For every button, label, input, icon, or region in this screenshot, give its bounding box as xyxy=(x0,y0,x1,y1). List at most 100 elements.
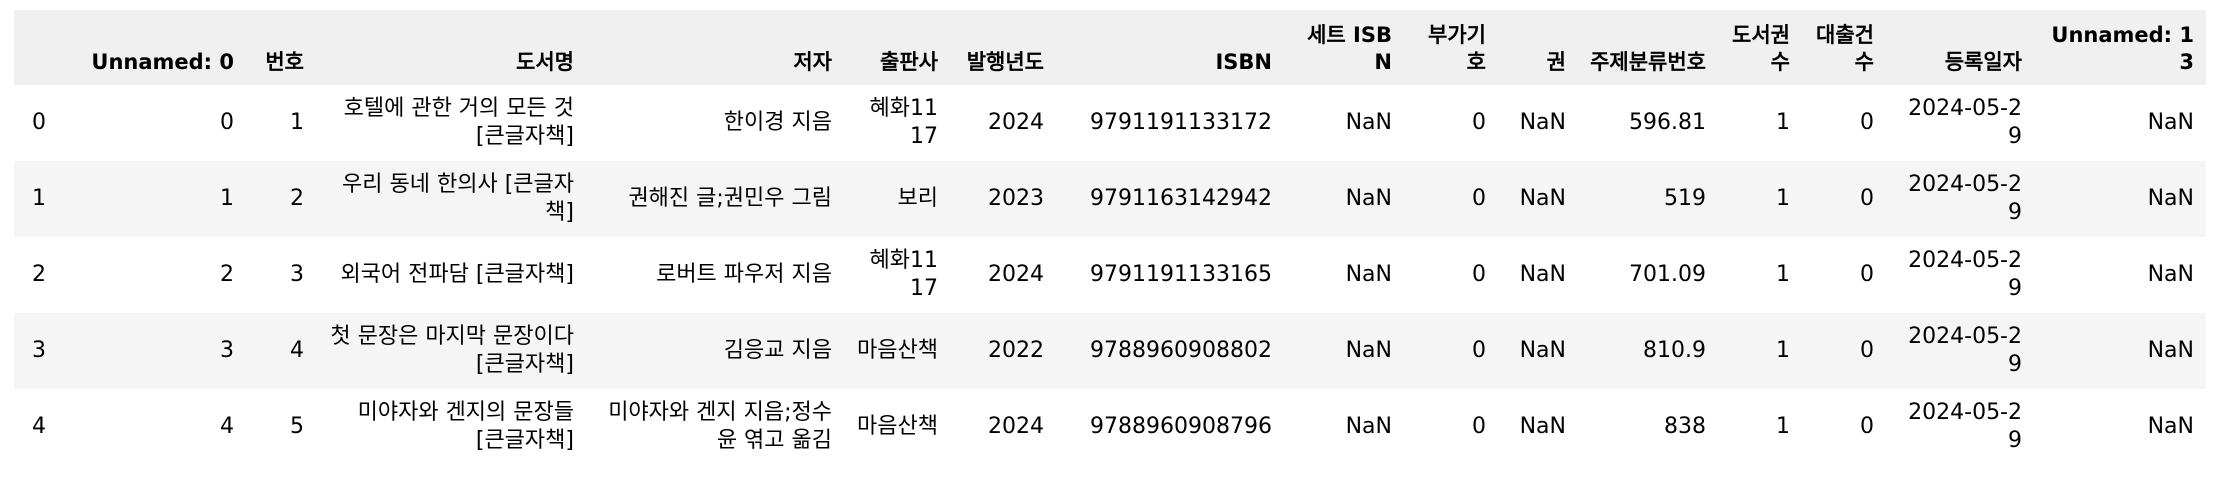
cell-volume: NaN xyxy=(1519,110,1566,135)
cell-title: 첫 문장은 마지막 문장이다 [큰글자책] xyxy=(330,324,574,377)
cell-pub-year: 2024 xyxy=(988,414,1044,439)
cell-publisher: 마음산책 xyxy=(857,338,938,363)
column-header-author: 저자 xyxy=(793,50,832,74)
cell-add-code: 0 xyxy=(1472,414,1486,439)
cell-book-count: 1 xyxy=(1776,186,1790,211)
cell-add-code: 0 xyxy=(1472,110,1486,135)
cell-loan-count: 0 xyxy=(1860,338,1874,363)
cell-number: 5 xyxy=(290,414,304,439)
cell-unnamed-13: NaN xyxy=(2147,186,2194,211)
column-header-pub-year: 발행년도 xyxy=(966,50,1044,74)
cell-number: 2 xyxy=(290,186,304,211)
cell-unnamed-13: NaN xyxy=(2147,414,2194,439)
column-header-loan-count: 대출건수 xyxy=(1816,23,1874,74)
cell-title: 호텔에 관한 거의 모든 것 [큰글자책] xyxy=(343,96,574,149)
table-row: 4 4 5 미야자와 겐지의 문장들 [큰글자책] 미야자와 겐지 지음;정수윤… xyxy=(14,389,2206,465)
cell-unnamed-13: NaN xyxy=(2147,110,2194,135)
dataframe-output: Unnamed: 0 번호 도서명 저자 출판사 발행년도 ISBN 세트 IS… xyxy=(14,10,2206,465)
cell-isbn: 9791163142942 xyxy=(1090,186,1272,211)
cell-number: 4 xyxy=(290,338,304,363)
cell-set-isbn: NaN xyxy=(1345,414,1392,439)
column-header-book-count: 도서권수 xyxy=(1732,23,1790,74)
header-row: Unnamed: 0 번호 도서명 저자 출판사 발행년도 ISBN 세트 IS… xyxy=(14,10,2206,85)
column-header-unnamed-13: Unnamed: 13 xyxy=(2051,23,2194,74)
column-header-isbn: ISBN xyxy=(1215,50,1272,74)
table-row: 2 2 3 외국어 전파담 [큰글자책] 로버트 파우저 지음 혜화1117 2… xyxy=(14,237,2206,313)
column-header-unnamed-0: Unnamed: 0 xyxy=(91,50,234,74)
cell-author: 한이경 지음 xyxy=(723,110,832,135)
table-body: 0 0 1 호텔에 관한 거의 모든 것 [큰글자책] 한이경 지음 혜화111… xyxy=(14,85,2206,465)
cell-pub-year: 2024 xyxy=(988,262,1044,287)
cell-publisher: 혜화1117 xyxy=(869,248,938,301)
cell-title: 미야자와 겐지의 문장들 [큰글자책] xyxy=(357,400,574,453)
cell-book-count: 1 xyxy=(1776,110,1790,135)
cell-unnamed-0: 2 xyxy=(220,262,234,287)
cell-volume: NaN xyxy=(1519,414,1566,439)
table-header: Unnamed: 0 번호 도서명 저자 출판사 발행년도 ISBN 세트 IS… xyxy=(14,10,2206,85)
cell-unnamed-0: 1 xyxy=(220,186,234,211)
cell-add-code: 0 xyxy=(1472,338,1486,363)
cell-title: 외국어 전파담 [큰글자책] xyxy=(340,262,574,287)
cell-publisher: 마음산책 xyxy=(857,414,938,439)
column-header-reg-date: 등록일자 xyxy=(1944,50,2022,74)
cell-book-count: 1 xyxy=(1776,262,1790,287)
cell-author: 김응교 지음 xyxy=(723,338,832,363)
cell-publisher: 혜화1117 xyxy=(869,96,938,149)
cell-subject-code: 810.9 xyxy=(1643,338,1706,363)
cell-publisher: 보리 xyxy=(897,186,938,211)
row-index: 2 xyxy=(32,262,46,287)
column-header-add-code: 부가기호 xyxy=(1428,23,1486,74)
cell-unnamed-0: 3 xyxy=(220,338,234,363)
cell-isbn: 9791191133165 xyxy=(1090,262,1272,287)
cell-author: 권해진 글;권민우 그림 xyxy=(628,186,832,211)
table-row: 1 1 2 우리 동네 한의사 [큰글자책] 권해진 글;권민우 그림 보리 2… xyxy=(14,161,2206,237)
cell-book-count: 1 xyxy=(1776,414,1790,439)
cell-loan-count: 0 xyxy=(1860,262,1874,287)
column-header-volume: 권 xyxy=(1546,50,1566,74)
cell-reg-date: 2024-05-29 xyxy=(1908,248,2022,301)
column-header-title: 도서명 xyxy=(516,50,574,74)
cell-title: 우리 동네 한의사 [큰글자책] xyxy=(342,172,574,225)
cell-author: 미야자와 겐지 지음;정수윤 엮고 옮김 xyxy=(608,400,832,453)
table-row: 0 0 1 호텔에 관한 거의 모든 것 [큰글자책] 한이경 지음 혜화111… xyxy=(14,85,2206,161)
cell-volume: NaN xyxy=(1519,186,1566,211)
cell-isbn: 9791191133172 xyxy=(1090,110,1272,135)
cell-add-code: 0 xyxy=(1472,186,1486,211)
column-header-publisher: 출판사 xyxy=(880,50,938,74)
cell-pub-year: 2022 xyxy=(988,338,1044,363)
cell-loan-count: 0 xyxy=(1860,110,1874,135)
cell-unnamed-0: 0 xyxy=(220,110,234,135)
cell-isbn: 9788960908796 xyxy=(1090,414,1272,439)
dataframe-table: Unnamed: 0 번호 도서명 저자 출판사 발행년도 ISBN 세트 IS… xyxy=(14,10,2206,465)
row-index: 4 xyxy=(32,414,46,439)
cell-book-count: 1 xyxy=(1776,338,1790,363)
cell-add-code: 0 xyxy=(1472,262,1486,287)
cell-reg-date: 2024-05-29 xyxy=(1908,324,2022,377)
column-header-index xyxy=(14,10,76,85)
row-index: 1 xyxy=(32,186,46,211)
cell-loan-count: 0 xyxy=(1860,414,1874,439)
cell-reg-date: 2024-05-29 xyxy=(1908,96,2022,149)
cell-loan-count: 0 xyxy=(1860,186,1874,211)
cell-set-isbn: NaN xyxy=(1345,338,1392,363)
row-index: 0 xyxy=(32,110,46,135)
cell-set-isbn: NaN xyxy=(1345,110,1392,135)
cell-subject-code: 701.09 xyxy=(1629,262,1706,287)
cell-set-isbn: NaN xyxy=(1345,262,1392,287)
cell-pub-year: 2023 xyxy=(988,186,1044,211)
cell-unnamed-13: NaN xyxy=(2147,262,2194,287)
column-header-number: 번호 xyxy=(265,50,304,74)
cell-reg-date: 2024-05-29 xyxy=(1908,172,2022,225)
cell-isbn: 9788960908802 xyxy=(1090,338,1272,363)
cell-subject-code: 519 xyxy=(1664,186,1706,211)
cell-author: 로버트 파우저 지음 xyxy=(656,262,832,287)
cell-subject-code: 596.81 xyxy=(1629,110,1706,135)
cell-volume: NaN xyxy=(1519,262,1566,287)
cell-unnamed-0: 4 xyxy=(220,414,234,439)
cell-pub-year: 2024 xyxy=(988,110,1044,135)
row-index: 3 xyxy=(32,338,46,363)
cell-unnamed-13: NaN xyxy=(2147,338,2194,363)
cell-set-isbn: NaN xyxy=(1345,186,1392,211)
column-header-subject-code: 주제분류번호 xyxy=(1590,50,1706,74)
column-header-set-isbn: 세트 ISBN xyxy=(1307,23,1392,74)
